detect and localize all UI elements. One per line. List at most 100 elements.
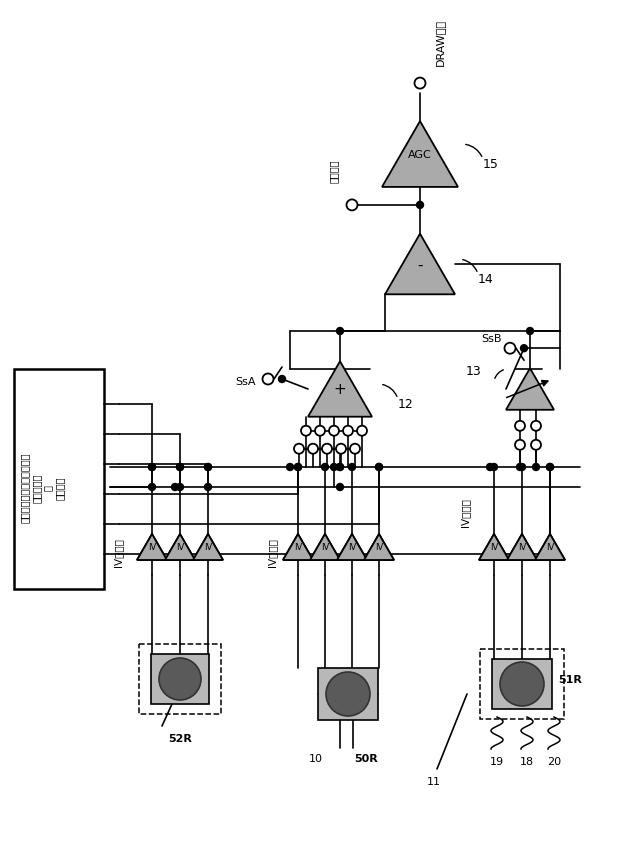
Polygon shape	[507, 534, 537, 560]
Circle shape	[301, 426, 311, 436]
Text: IVアンプ: IVアンプ	[267, 538, 277, 566]
Circle shape	[294, 464, 301, 471]
Polygon shape	[535, 534, 565, 560]
Circle shape	[376, 464, 383, 471]
Circle shape	[500, 662, 544, 706]
Text: IV: IV	[176, 543, 184, 552]
Text: 14: 14	[478, 273, 494, 286]
Circle shape	[177, 484, 184, 491]
Text: 10: 10	[309, 753, 323, 763]
Circle shape	[330, 464, 337, 471]
Circle shape	[337, 328, 344, 335]
Circle shape	[547, 464, 554, 471]
Polygon shape	[382, 122, 458, 188]
Polygon shape	[479, 534, 509, 560]
Circle shape	[417, 202, 424, 209]
Text: フォーカス・トラッキング
信号生成部
＋
再生回路: フォーカス・トラッキング 信号生成部 ＋ 再生回路	[20, 452, 65, 523]
Polygon shape	[310, 534, 340, 560]
Text: AGC: AGC	[408, 150, 432, 160]
Text: 51R: 51R	[558, 674, 582, 684]
Bar	[480, 649, 564, 719]
Circle shape	[337, 464, 344, 471]
Circle shape	[262, 374, 273, 385]
Polygon shape	[165, 534, 195, 560]
Text: SsA: SsA	[236, 376, 256, 386]
Circle shape	[531, 440, 541, 450]
Bar	[14, 369, 104, 589]
Circle shape	[531, 421, 541, 432]
Polygon shape	[535, 534, 565, 560]
Text: IV: IV	[294, 543, 302, 552]
Text: 13: 13	[466, 365, 482, 378]
Circle shape	[527, 328, 534, 335]
Circle shape	[346, 200, 358, 212]
Polygon shape	[193, 534, 223, 560]
Text: IV: IV	[204, 543, 212, 552]
Text: 11: 11	[427, 776, 441, 786]
Circle shape	[504, 343, 515, 354]
Circle shape	[336, 444, 346, 454]
Circle shape	[349, 464, 355, 471]
Circle shape	[376, 464, 383, 471]
Text: IVアンプ: IVアンプ	[113, 538, 123, 566]
Polygon shape	[283, 534, 313, 560]
Circle shape	[486, 464, 493, 471]
Polygon shape	[479, 534, 509, 560]
Circle shape	[357, 426, 367, 436]
Text: IV: IV	[321, 543, 329, 552]
Circle shape	[278, 376, 285, 383]
Circle shape	[177, 464, 184, 471]
Circle shape	[337, 484, 344, 491]
Circle shape	[516, 464, 524, 471]
Circle shape	[205, 484, 211, 491]
Circle shape	[148, 464, 156, 471]
Text: IV: IV	[148, 543, 156, 552]
Bar	[151, 654, 209, 705]
Text: IVアンプ: IVアンプ	[460, 498, 470, 527]
Text: 15: 15	[483, 159, 499, 171]
Text: 52R: 52R	[168, 733, 192, 743]
Text: SsB: SsB	[481, 334, 502, 344]
Polygon shape	[193, 534, 223, 560]
Text: IV: IV	[348, 543, 356, 552]
Polygon shape	[507, 534, 537, 560]
Circle shape	[308, 444, 318, 454]
Text: IV: IV	[490, 543, 498, 552]
Text: -: -	[417, 258, 423, 272]
Text: +: +	[333, 382, 346, 397]
Circle shape	[287, 464, 294, 471]
Text: DRAW信号: DRAW信号	[435, 19, 445, 66]
Polygon shape	[310, 534, 340, 560]
Circle shape	[321, 464, 328, 471]
Circle shape	[294, 464, 301, 471]
Circle shape	[177, 464, 184, 471]
Text: IV: IV	[546, 543, 554, 552]
Text: IV: IV	[375, 543, 383, 552]
Circle shape	[148, 484, 156, 491]
Circle shape	[322, 444, 332, 454]
Bar	[139, 644, 221, 714]
Polygon shape	[506, 368, 554, 410]
Polygon shape	[137, 534, 167, 560]
Circle shape	[172, 484, 179, 491]
Text: 20: 20	[547, 756, 561, 766]
Text: 19: 19	[490, 756, 504, 766]
Text: 起動信号: 起動信号	[329, 159, 339, 183]
Circle shape	[518, 464, 525, 471]
Polygon shape	[165, 534, 195, 560]
Bar	[318, 668, 378, 720]
Bar	[492, 659, 552, 709]
Circle shape	[532, 464, 540, 471]
Circle shape	[159, 659, 201, 700]
Polygon shape	[337, 534, 367, 560]
Polygon shape	[364, 534, 394, 560]
Circle shape	[520, 345, 527, 352]
Polygon shape	[385, 235, 455, 295]
Polygon shape	[337, 534, 367, 560]
Circle shape	[515, 440, 525, 450]
Circle shape	[350, 444, 360, 454]
Circle shape	[205, 464, 211, 471]
Circle shape	[490, 464, 497, 471]
Polygon shape	[283, 534, 313, 560]
Circle shape	[415, 78, 426, 90]
